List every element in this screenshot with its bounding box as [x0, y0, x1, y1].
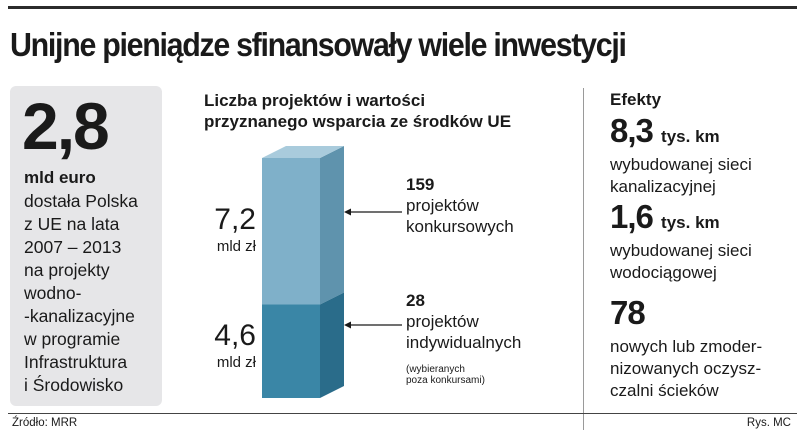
summary-big-number: 2,8 [22, 89, 110, 163]
effect-value: 78 [610, 296, 800, 336]
annotation-count: 159 [406, 175, 434, 194]
annotation-text: konkursowych [406, 217, 514, 236]
bar-segment-side [320, 292, 344, 398]
annotation-text: projektów [406, 196, 479, 215]
chart-heading: Liczba projektów i wartości przyznanego … [204, 91, 512, 131]
effect-value: 1,6 tys. km [610, 200, 800, 240]
effect-description: wybudowanej sieci wodociągowej [610, 241, 752, 282]
column-divider [583, 88, 584, 430]
bar-segment-front [262, 304, 320, 398]
effect-unit: tys. km [661, 213, 720, 232]
effect-value: 8,3 tys. km [610, 114, 800, 154]
bottom-rule [8, 413, 797, 414]
value-unit-label: mld zł [217, 354, 257, 371]
bar-segment-side [320, 146, 344, 305]
annotation-text: indywidualnych [406, 333, 521, 352]
top-rule [8, 6, 797, 9]
page-title: Unijne pieniądze sfinansowały wiele inwe… [10, 26, 627, 63]
summary-description: dostała Polska z UE na lata 2007 – 2013 … [24, 191, 138, 395]
value-label: 7,2 [214, 203, 256, 236]
effect-number: 8,3 [610, 112, 654, 149]
source-note: Źródło: MRR [12, 417, 78, 429]
annotation-arrowhead [344, 208, 351, 216]
effect-number: 78 [610, 294, 646, 331]
annotation-text: projektów [406, 312, 479, 331]
annotation-count: 28 [406, 291, 425, 310]
summary-unit: mld euro [24, 168, 96, 187]
stacked-bar-chart: 7,2 mld zł 4,6 mld zł 159 projektów konkursowy… [214, 146, 521, 398]
value-unit-label: mld zł [217, 238, 257, 255]
credit-note: Rys. MC [746, 417, 791, 429]
annotation-arrowhead [344, 321, 351, 329]
effect-description: nowych lub zmoder- nizowanych oczysz- cz… [610, 337, 763, 400]
effect-number: 1,6 [610, 198, 654, 235]
bar-segment-front [262, 158, 320, 305]
bar-top-face [262, 146, 344, 158]
annotation-note: (wybieranych [406, 364, 465, 375]
annotation-note: poza konkursami) [406, 375, 485, 386]
effects-heading: Efekty [610, 90, 662, 109]
effect-unit: tys. km [661, 127, 720, 146]
value-label: 4,6 [214, 319, 256, 352]
summary-panel: 2,8 mld euro dostała Polska z UE na lata… [10, 86, 162, 406]
effect-item-sewage: 8,3 tys. km wybudowanej sieci kanalizacy… [610, 114, 800, 198]
effect-item-water: 1,6 tys. km wybudowanej sieci wodociągow… [610, 200, 800, 284]
effect-description: wybudowanej sieci kanalizacyjnej [610, 155, 752, 196]
effect-item-treatment: 78 nowych lub zmoder- nizowanych oczysz-… [610, 296, 800, 402]
